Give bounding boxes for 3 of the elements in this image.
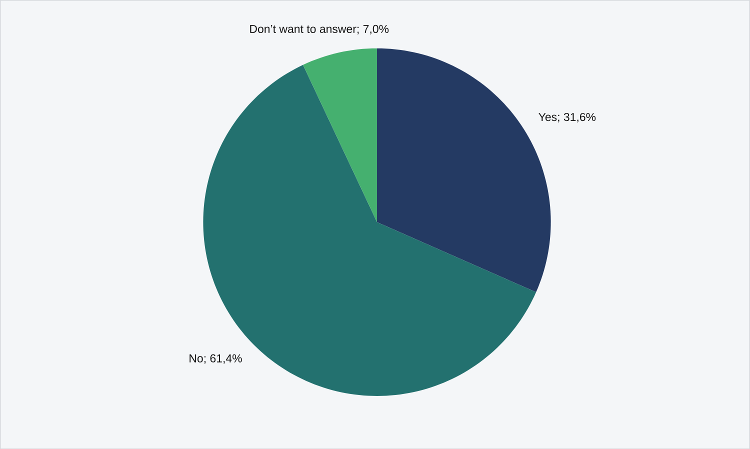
slice-label: No; 61,4% <box>190 354 242 364</box>
slice-label: Don’t want to answer; 7,0% <box>250 24 389 34</box>
slice-label: Yes; 31,6% <box>538 112 596 122</box>
